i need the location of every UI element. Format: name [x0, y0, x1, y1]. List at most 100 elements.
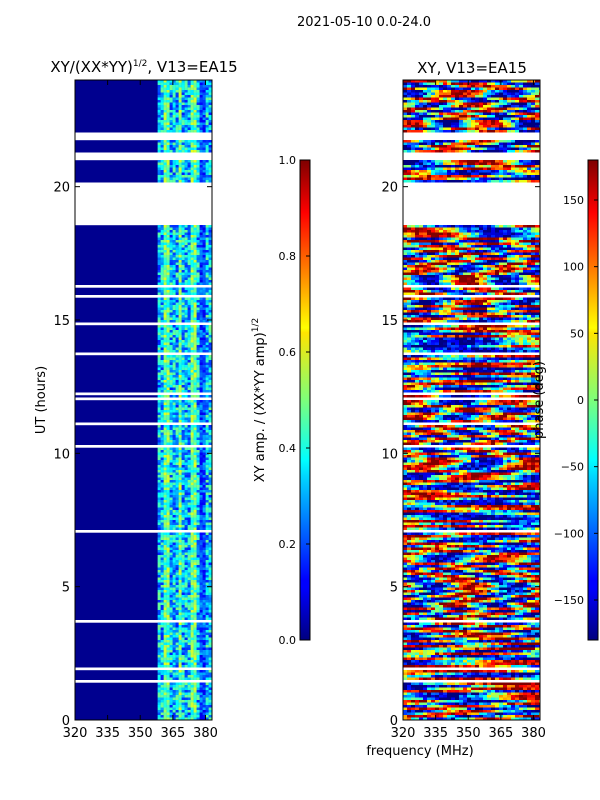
amp-heatmap-cell — [175, 692, 179, 696]
amp-heatmap-cell — [184, 405, 188, 408]
amp-heatmap-cell — [181, 297, 185, 301]
amp-heatmap-cell — [175, 497, 179, 501]
amp-heatmap-cell — [205, 495, 209, 498]
amp-heatmap-cell — [181, 272, 185, 276]
amp-heatmap-cell — [202, 247, 206, 251]
amp-heatmap-cell — [160, 255, 164, 258]
amp-heatmap-cell — [199, 82, 203, 86]
amp-heatmap-cell — [178, 455, 182, 458]
amp-heatmap-cell — [184, 575, 188, 578]
amp-heatmap-cell — [163, 225, 167, 228]
amp-heatmap-cell — [163, 360, 167, 363]
amp-heatmap-cell — [157, 552, 161, 556]
amp-heatmap-cell — [202, 177, 206, 181]
phase-heatmap-cell — [495, 80, 500, 83]
phase-heatmap-cell — [503, 105, 508, 108]
amp-heatmap-cell — [166, 455, 170, 458]
amp-heatmap-cell — [166, 247, 170, 251]
amp-heatmap-cell — [166, 542, 170, 546]
amp-heatmap-cell — [166, 595, 170, 598]
phase-heatmap-cell — [499, 117, 504, 121]
amp-heatmap-cell — [205, 412, 209, 416]
amp-heatmap-cell — [166, 632, 170, 636]
amp-heatmap-cell — [190, 580, 194, 583]
amp-heatmap-cell — [166, 650, 170, 653]
phase-heatmap-cell — [443, 127, 448, 131]
amp-heatmap-cell — [184, 457, 188, 461]
amp-heatmap-cell — [163, 582, 167, 586]
amp-heatmap-cell — [184, 162, 188, 166]
amp-heatmap-cell — [202, 82, 206, 86]
amp-heatmap-cell — [163, 100, 167, 103]
amp-heatmap-cell — [169, 385, 173, 388]
amp-heatmap-cell — [175, 325, 179, 328]
amp-heatmap-cell — [166, 400, 170, 403]
amp-heatmap-cell — [196, 547, 200, 551]
amp-heatmap-cell — [196, 255, 200, 258]
amp-heatmap-cell — [199, 385, 203, 388]
amp-heatmap-cell — [169, 640, 173, 643]
amp-heatmap-cell — [157, 575, 161, 578]
amp-heatmap-cell — [160, 115, 164, 118]
amp-heatmap-cell — [202, 125, 206, 128]
amp-heatmap-cell — [175, 625, 179, 628]
amp-heatmap-cell — [184, 665, 188, 668]
amp-heatmap-cell — [196, 237, 200, 241]
amp-heatmap-cell — [163, 595, 167, 598]
amp-heatmap-cell — [181, 642, 185, 646]
amp-heatmap-cell — [199, 455, 203, 458]
amp-heatmap-cell — [175, 87, 179, 91]
amp-heatmap-cell — [166, 587, 170, 591]
amp-heatmap-cell — [202, 480, 206, 483]
amp-heatmap-cell — [175, 240, 179, 243]
amp-heatmap-cell — [157, 330, 161, 333]
amp-heatmap-cell — [208, 92, 212, 96]
amp-heatmap-cell — [175, 465, 179, 468]
amp-heatmap-cell — [181, 492, 185, 496]
amp-heatmap-cell — [157, 317, 161, 321]
amp-heatmap-cell — [208, 97, 212, 101]
amp-heatmap-cell — [208, 450, 212, 453]
amp-heatmap-cell — [163, 377, 167, 381]
amp-heatmap-cell — [163, 342, 167, 346]
amp-heatmap-cell — [208, 465, 212, 468]
amp-heatmap-cell — [205, 252, 209, 256]
amp-heatmap-cell — [202, 262, 206, 266]
amp-heatmap-cell — [160, 502, 164, 506]
amp-heatmap-cell — [157, 657, 161, 661]
amp-heatmap-cell — [196, 247, 200, 251]
amp-heatmap-cell — [187, 670, 191, 673]
amp-heatmap-cell — [175, 515, 179, 518]
amp-heatmap-cell — [175, 432, 179, 436]
amp-heatmap-cell — [160, 652, 164, 656]
amp-heatmap-cell — [172, 672, 176, 676]
amp-heatmap-cell — [202, 340, 206, 343]
amp-heatmap-cell — [157, 325, 161, 328]
amp-heatmap-cell — [205, 375, 209, 378]
amp-heatmap-cell — [208, 360, 212, 363]
amp-heatmap-cell — [175, 582, 179, 586]
phase-heatmap-cell — [515, 97, 520, 101]
amp-heatmap-cell — [184, 505, 188, 508]
amp-heatmap-cell — [166, 627, 170, 631]
amp-heatmap-cell — [202, 107, 206, 111]
amp-heatmap-cell — [187, 297, 191, 301]
amp-heatmap-cell — [175, 510, 179, 513]
amp-heatmap-cell — [196, 387, 200, 391]
amp-heatmap-cell — [190, 362, 194, 366]
amp-heatmap-cell — [166, 245, 170, 248]
amp-heatmap-cell — [172, 82, 176, 86]
amp-heatmap-cell — [202, 282, 206, 286]
amp-heatmap-cell — [172, 585, 176, 588]
amp-heatmap-cell — [163, 587, 167, 591]
amp-heatmap-cell — [157, 520, 161, 523]
amp-heatmap-cell — [160, 672, 164, 676]
amp-heatmap-cell — [181, 517, 185, 521]
amp-heatmap-cell — [202, 242, 206, 246]
amp-heatmap-cell — [160, 350, 164, 353]
amp-heatmap-cell — [196, 470, 200, 473]
amp-heatmap-cell — [175, 637, 179, 641]
amp-heatmap-cell — [193, 260, 197, 263]
amp-heatmap-cell — [196, 612, 200, 616]
amp-heatmap-cell — [175, 312, 179, 316]
